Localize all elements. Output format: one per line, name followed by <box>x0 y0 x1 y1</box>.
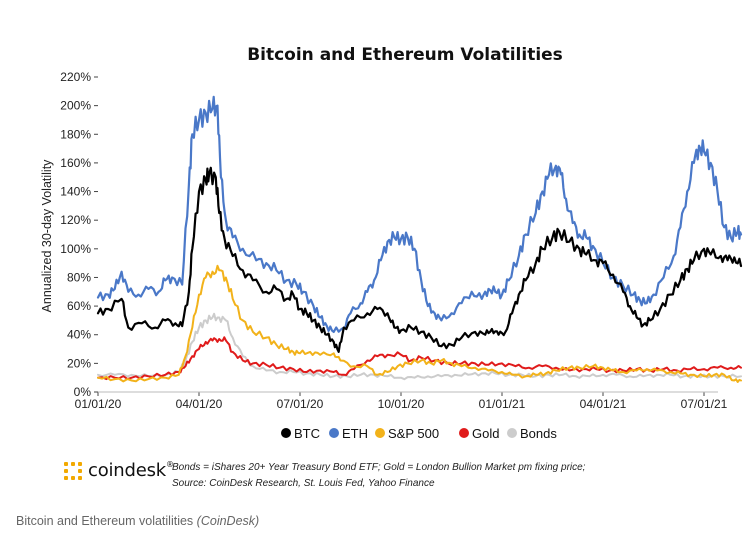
x-tick-label: 04/01/20 <box>176 397 223 411</box>
legend-label: S&P 500 <box>388 426 439 441</box>
trademark-symbol: ® <box>166 460 174 469</box>
series-line-s-p-500 <box>97 264 742 383</box>
series-line-btc <box>96 166 743 353</box>
coindesk-wordmark: coindesk® <box>88 460 174 481</box>
caption-source: (CoinDesk) <box>196 514 260 528</box>
y-tick-label: 140% <box>60 185 91 199</box>
volatility-chart: Bitcoin and Ethereum Volatilities Annual… <box>40 45 743 441</box>
x-tick-label: 01/01/21 <box>479 397 526 411</box>
x-tick-label: 04/01/21 <box>580 397 627 411</box>
series-line-gold <box>97 336 742 381</box>
series-line-eth <box>96 95 743 333</box>
source-notes: Bonds = iShares 20+ Year Treasury Bond E… <box>172 460 585 492</box>
y-tick-label: 80% <box>67 270 91 284</box>
legend-label: ETH <box>342 426 368 441</box>
coindesk-logo-icon <box>64 461 82 480</box>
y-tick-label: 180% <box>60 127 91 141</box>
coindesk-logo: coindesk® <box>64 460 174 481</box>
y-tick-label: 160% <box>60 156 91 170</box>
legend-marker <box>459 428 469 438</box>
y-tick-label: 60% <box>67 299 91 313</box>
legend-label: BTC <box>294 426 320 441</box>
legend-marker <box>281 428 291 438</box>
legend-marker <box>507 428 517 438</box>
chart-title: Bitcoin and Ethereum Volatilities <box>247 45 563 65</box>
note-line-1: Bonds = iShares 20+ Year Treasury Bond E… <box>172 462 586 473</box>
caption-text: Bitcoin and Ethereum volatilities <box>16 514 194 528</box>
y-tick-label: 20% <box>67 356 91 370</box>
image-caption: Bitcoin and Ethereum volatilities (CoinD… <box>16 514 259 528</box>
y-tick-label: 40% <box>67 328 91 342</box>
x-tick-label: 07/01/20 <box>277 397 324 411</box>
x-axis: 01/01/20 04/01/20 07/01/20 10/01/20 01/01/21… <box>75 392 728 411</box>
y-tick-label: 0% <box>74 385 92 399</box>
chart-footer: coindesk® Bonds = iShares 20+ Year Treas… <box>64 458 664 498</box>
x-tick-label: 10/01/20 <box>378 397 425 411</box>
x-tick-label: 01/01/20 <box>75 397 122 411</box>
legend-label: Bonds <box>520 426 557 441</box>
y-tick-label: 200% <box>60 99 91 113</box>
legend-label: Gold <box>472 426 499 441</box>
y-axis-label: Annualized 30-day Volatility <box>40 159 54 313</box>
y-tick-label: 100% <box>60 242 91 256</box>
series-line-bonds <box>97 312 742 381</box>
y-tick-label: 120% <box>60 213 91 227</box>
legend-marker <box>329 428 339 438</box>
legend-marker <box>375 428 385 438</box>
brand-name: coindesk <box>88 460 167 481</box>
plot-area <box>96 95 743 383</box>
note-line-2: Source: CoinDesk Research, St. Louis Fed… <box>172 478 435 489</box>
y-tick-label: 220% <box>60 70 91 84</box>
y-axis: 0% 20% 40% 60% 80% 100% 120% 140% 160% 180% 200% 22… <box>60 70 98 399</box>
legend: BTC ETH S&P 500 Gold Bonds <box>281 426 557 441</box>
x-tick-label: 07/01/21 <box>681 397 728 411</box>
